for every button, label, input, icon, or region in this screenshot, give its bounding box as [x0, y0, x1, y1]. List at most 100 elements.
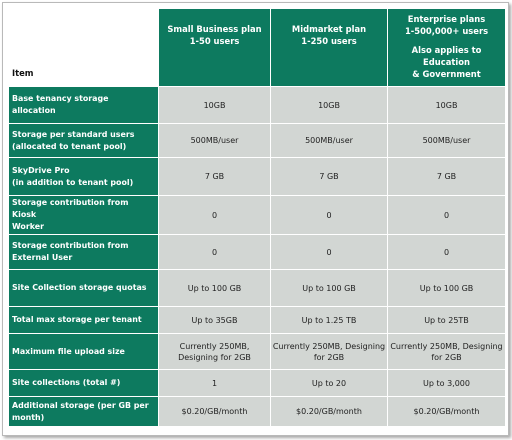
storage-comparison-table: Item Small Business plan 1-50 users Midm… [8, 8, 506, 427]
table-row: SkyDrive Pro (in addition to tenant pool)… [8, 157, 506, 196]
plan-header-enterprise: Enterprise plans 1-500,000+ users Also a… [387, 8, 506, 87]
table-cell: 7 GB [387, 157, 506, 196]
cell-line: for 2GB [431, 352, 462, 362]
row-label-line: Site collections (total #) [12, 378, 121, 387]
row-label-line: Maximum file upload size [12, 346, 125, 356]
table-cell: Currently 250MB, Designing for 2GB [158, 333, 271, 370]
cell-line: Up to 1.25 TB [301, 315, 357, 325]
table-row: Storage per standard users (allocated to … [8, 123, 506, 158]
table-cell: 500MB/user [387, 123, 506, 158]
table-cell: Up to 1.25 TB [270, 306, 388, 334]
table-row: Site Collection storage quotas Up to 100 … [8, 269, 506, 307]
table-cell: 0 [387, 234, 506, 270]
plan-header-midmarket: Midmarket plan 1-250 users [270, 8, 388, 87]
cell-line: Up to 25TB [424, 315, 469, 325]
header-row: Item Small Business plan 1-50 users Midm… [8, 8, 506, 87]
plan-header-line: Enterprise plans [407, 14, 486, 24]
table-cell: Up to 100 GB [387, 269, 506, 307]
cell-line: 10GB [203, 100, 226, 110]
row-label-line: Storage contribution from Kiosk [12, 198, 129, 219]
row-label: Storage contribution from Kiosk Worker [8, 195, 159, 235]
cell-line: 10GB [435, 100, 458, 110]
row-label-line: month) [12, 412, 45, 422]
table-cell: 0 [158, 234, 271, 270]
cell-line: Up to 100 GB [302, 283, 356, 293]
cell-line: 7 GB [436, 172, 457, 181]
cell-line: 10GB [318, 100, 340, 110]
row-label-line: (in addition to tenant pool) [12, 177, 134, 187]
cell-line: Up to 100 GB [419, 283, 474, 293]
row-label: Storage per standard users (allocated to … [8, 123, 159, 158]
table-cell: 7 GB [158, 157, 271, 196]
table-row: Site collections (total #) 1 Up to 20 Up to… [8, 369, 506, 397]
cell-line: 500MB/user [422, 136, 471, 145]
cell-line: 0 [211, 210, 218, 220]
plan-header-line: Also applies to Education [411, 45, 482, 67]
row-label-line: Worker [12, 222, 45, 231]
row-label-line: (allocated to tenant pool) [12, 141, 127, 151]
cell-line: for 2GB [313, 352, 345, 362]
plan-header-line: 1-50 users [189, 36, 240, 46]
cell-line: 0 [443, 247, 450, 257]
table-cell: $0.20/GB/month [158, 396, 271, 427]
plan-header-line: 1-500,000+ users [404, 26, 489, 36]
row-label-line: Site Collection storage quotas [12, 283, 147, 292]
table-cell: 10GB [387, 86, 506, 124]
cell-line: Currently 250MB, Designing [272, 341, 386, 351]
table-cell: Up to 20 [270, 369, 388, 397]
row-label: Total max storage per tenant [8, 306, 159, 334]
table-cell: Currently 250MB, Designing for 2GB [387, 333, 506, 370]
table-cell: Up to 3,000 [387, 369, 506, 397]
cell-line: 500MB/user [190, 136, 239, 145]
row-label: Site collections (total #) [8, 369, 159, 397]
cell-line: Up to 3,000 [423, 378, 470, 388]
cell-line: 7 GB [319, 172, 339, 181]
cell-line: Up to 20 [311, 378, 347, 388]
cell-line: 500MB/user [305, 136, 353, 145]
table-cell: Currently 250MB, Designing for 2GB [270, 333, 388, 370]
table-row: Storage contribution from Kiosk Worker 0 0 0 [8, 195, 506, 235]
row-label: Maximum file upload size [8, 333, 159, 370]
cell-line: $0.20/GB/month [296, 407, 362, 416]
table-cell: 500MB/user [270, 123, 388, 158]
table-cell: Up to 35GB [158, 306, 271, 334]
table-cell: 0 [270, 234, 388, 270]
row-label: Site Collection storage quotas [8, 269, 159, 307]
plan-header-line: & Government [412, 69, 481, 79]
table-cell: Up to 100 GB [158, 269, 271, 307]
table-cell: 10GB [270, 86, 388, 124]
cell-line: 0 [443, 210, 450, 220]
table-row: Base tenancy storage allocation 10GB 10GB 10… [8, 86, 506, 124]
row-label-line: SkyDrive Pro [12, 165, 70, 175]
table-cell: 0 [387, 195, 506, 235]
table-cell: 500MB/user [158, 123, 271, 158]
table-cell: 0 [270, 195, 388, 235]
row-label-line: Total max storage per tenant [12, 315, 142, 324]
plan-header-line: Small Business plan [167, 24, 262, 34]
row-label-line: Base tenancy storage [12, 94, 109, 103]
cell-line: Up to 35GB [191, 315, 238, 325]
plan-header-line: Midmarket plan [291, 24, 367, 34]
row-label: Storage contribution from External User [8, 234, 159, 270]
cell-line: 7 GB [204, 172, 225, 181]
table-row: Total max storage per tenant Up to 35GB Up… [8, 306, 506, 334]
cell-line: 0 [326, 210, 332, 220]
table-cell: 7 GB [270, 157, 388, 196]
cell-line: $0.20/GB/month [413, 407, 480, 416]
table-frame: Item Small Business plan 1-50 users Midm… [2, 2, 509, 436]
row-label-line: External User [12, 253, 73, 262]
cell-line: Currently 250MB, Designing [390, 341, 503, 351]
row-label-line: Additional storage (per GB per [12, 400, 149, 410]
cell-line: 1 [211, 378, 218, 388]
row-label-line: Storage contribution from [12, 241, 129, 250]
cell-line: Designing for 2GB [178, 352, 251, 362]
cell-line: Up to 100 GB [187, 283, 242, 293]
table-cell: $0.20/GB/month [387, 396, 506, 427]
cell-line: 0 [326, 247, 332, 257]
plan-header-spacer [389, 37, 505, 44]
table-row: Storage contribution from External User 0 0… [8, 234, 506, 270]
table-cell: Up to 100 GB [270, 269, 388, 307]
table-cell: Up to 25TB [387, 306, 506, 334]
item-column-header: Item [8, 8, 159, 87]
table-cell: $0.20/GB/month [270, 396, 388, 427]
